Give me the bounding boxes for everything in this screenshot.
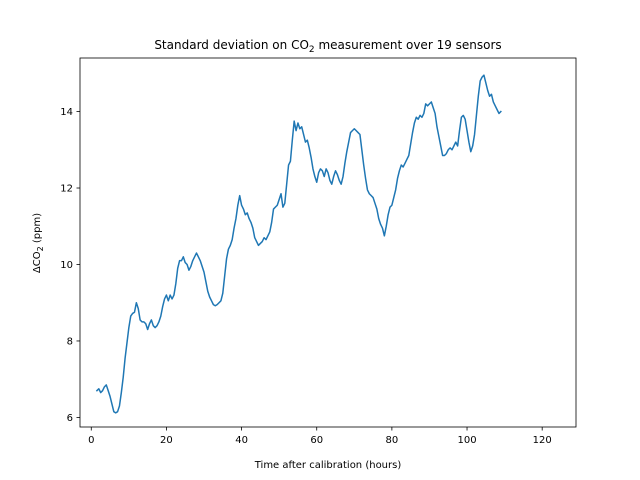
x-axis-ticks: 0 20 40 60 80 100 120	[88, 427, 552, 446]
x-tick-label: 0	[88, 435, 94, 446]
x-tick-label: 120	[533, 435, 552, 446]
x-tick-label: 60	[310, 435, 323, 446]
y-axis-ticks: 6 8 10 12 14	[60, 107, 80, 424]
x-tick-label: 20	[160, 435, 173, 446]
y-tick-label: 14	[60, 107, 73, 118]
y-tick-label: 8	[67, 336, 73, 347]
axes-frame	[79, 57, 577, 428]
series-line	[95, 74, 502, 414]
y-tick-label: 6	[67, 413, 73, 424]
chart-title: Standard deviation on CO2 measurement ov…	[154, 38, 501, 55]
x-tick-label: 80	[386, 435, 399, 446]
y-tick-label: 12	[60, 184, 73, 195]
plot-area	[79, 57, 577, 428]
y-tick-label: 10	[60, 260, 73, 271]
x-tick-label: 40	[235, 435, 248, 446]
x-axis-label: Time after calibration (hours)	[254, 460, 402, 471]
y-axis-label: ΔCO2 (ppm)	[32, 213, 45, 273]
x-tick-label: 100	[457, 435, 476, 446]
